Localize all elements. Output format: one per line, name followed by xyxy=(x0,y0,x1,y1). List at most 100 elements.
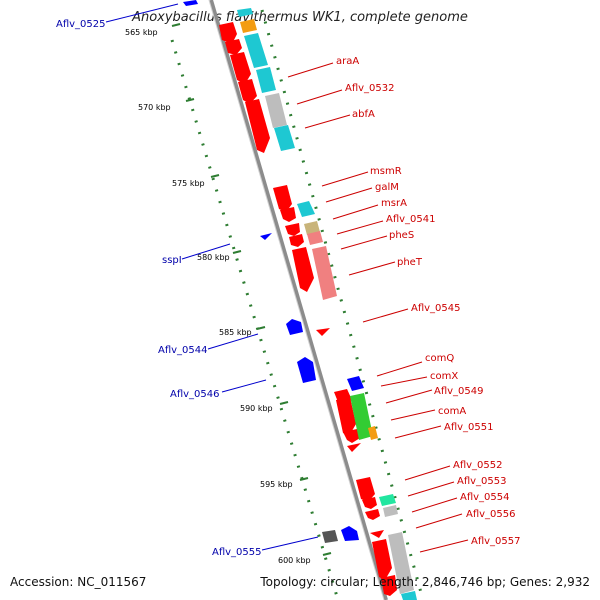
gene-arrow[interactable] xyxy=(343,429,360,443)
gene-arrow[interactable] xyxy=(316,328,330,336)
gene-label[interactable]: Aflv_0551 xyxy=(444,422,494,433)
label-leader xyxy=(105,3,179,23)
tick-group xyxy=(171,23,332,556)
gene-arrow[interactable] xyxy=(362,497,377,509)
gene-arrow[interactable] xyxy=(297,357,316,383)
tick-label: 585 kbp xyxy=(219,328,252,337)
label-leader xyxy=(385,389,433,404)
gene-label[interactable]: Aflv_0546 xyxy=(170,389,220,400)
label-leader xyxy=(221,379,267,393)
gene-arrow[interactable] xyxy=(238,79,257,104)
label-leader xyxy=(419,539,469,553)
gene-label[interactable]: Aflv_0545 xyxy=(411,303,461,314)
gene-arrow[interactable] xyxy=(219,22,237,44)
gene-label[interactable]: msmR xyxy=(370,166,402,177)
gene-label[interactable]: Aflv_0552 xyxy=(453,460,503,471)
track-block xyxy=(244,33,268,68)
gene-label[interactable]: pheT xyxy=(397,257,423,268)
gene-arrow[interactable] xyxy=(347,443,361,452)
label-leader xyxy=(404,465,451,481)
minus-strand-genes xyxy=(183,0,364,543)
gene-label[interactable]: comQ xyxy=(425,353,454,364)
gene-label[interactable]: msrA xyxy=(381,198,407,209)
label-leader xyxy=(340,235,388,250)
track-block xyxy=(240,19,257,33)
tick-label: 575 kbp xyxy=(172,179,205,188)
gene-label[interactable]: Aflv_0555 xyxy=(212,547,262,558)
track-block xyxy=(274,125,295,151)
tick-guide-right xyxy=(260,9,425,600)
tick-label: 590 kbp xyxy=(240,404,273,413)
gene-label[interactable]: sspI xyxy=(162,255,182,266)
gene-arrow[interactable] xyxy=(370,530,384,538)
gene-arrow[interactable] xyxy=(285,223,300,236)
gene-label[interactable]: Aflv_0553 xyxy=(457,476,507,487)
gene-arrow[interactable] xyxy=(245,99,270,153)
gene-label[interactable]: pheS xyxy=(389,230,414,241)
tick-label: 570 kbp xyxy=(138,103,171,112)
genome-summary-text: Topology: circular; Length: 2,846,746 bp… xyxy=(260,575,590,589)
gene-arrow[interactable] xyxy=(341,526,359,541)
track-block xyxy=(401,591,417,600)
track-block xyxy=(304,221,320,235)
gene-arrow[interactable] xyxy=(286,319,303,335)
label-leader xyxy=(394,425,442,439)
gene-label[interactable]: Aflv_0557 xyxy=(471,536,521,547)
gene-label[interactable]: Aflv_0549 xyxy=(434,386,484,397)
tick-label: 580 kbp xyxy=(197,253,230,262)
gene-arrow[interactable] xyxy=(336,397,356,436)
track-block xyxy=(265,93,287,128)
gene-arrow[interactable] xyxy=(273,185,292,212)
tick-mark xyxy=(299,477,309,481)
genome-backbone-highlight xyxy=(208,0,385,600)
gene-arrow[interactable] xyxy=(225,39,242,55)
gene-arrow[interactable] xyxy=(372,539,392,580)
gene-label[interactable]: Aflv_0525 xyxy=(56,19,106,30)
label-leader xyxy=(411,497,458,513)
minus-labels: Aflv_0525 sspI Aflv_0544 Aflv_0546 Aflv_… xyxy=(56,3,319,558)
tick-mark xyxy=(279,401,289,405)
tick-mark xyxy=(210,174,220,178)
gene-label[interactable]: abfA xyxy=(352,109,375,120)
gene-label[interactable]: araA xyxy=(336,56,359,67)
gene-arrow[interactable] xyxy=(230,52,251,84)
gene-label[interactable]: comA xyxy=(438,406,466,417)
track-block xyxy=(368,426,378,440)
gene-arrow[interactable] xyxy=(260,233,272,240)
label-leader xyxy=(325,187,373,203)
gene-label[interactable]: Aflv_0541 xyxy=(386,214,436,225)
track-block xyxy=(307,231,323,245)
label-leader xyxy=(261,536,319,551)
gene-label[interactable]: galM xyxy=(375,182,399,193)
genome-backbone xyxy=(209,0,388,600)
tick-mark xyxy=(232,250,242,254)
gene-arrow[interactable] xyxy=(289,234,304,247)
gene-label[interactable]: Aflv_0556 xyxy=(466,509,516,520)
label-leader xyxy=(348,261,396,276)
gene-label[interactable]: Aflv_0544 xyxy=(158,345,208,356)
label-leader xyxy=(332,204,379,220)
gene-arrow[interactable] xyxy=(183,0,198,6)
gene-arrow[interactable] xyxy=(292,247,314,292)
tick-labels: 565 kbp 570 kbp 575 kbp 580 kbp 585 kbp … xyxy=(125,28,311,565)
gene-label[interactable]: Aflv_0532 xyxy=(345,83,395,94)
gene-arrow[interactable] xyxy=(356,477,375,502)
gene-block xyxy=(322,530,338,543)
gene-label[interactable]: Aflv_0554 xyxy=(460,492,510,503)
track-block xyxy=(256,67,276,93)
label-leader xyxy=(376,361,423,377)
tick-mark xyxy=(322,552,332,556)
gene-label[interactable]: comX xyxy=(430,371,458,382)
gene-arrow[interactable] xyxy=(280,207,296,222)
label-leader xyxy=(390,409,436,421)
label-leader xyxy=(304,114,351,129)
gene-arrow[interactable] xyxy=(365,509,380,520)
gene-arrow[interactable] xyxy=(381,575,397,596)
plus-labels: araA Aflv_0532 abfA msmR galM msrA Aflv_… xyxy=(287,56,521,553)
tick-guide-left xyxy=(170,39,340,600)
tick-mark xyxy=(185,98,195,102)
track-block xyxy=(237,8,253,17)
gene-arrow[interactable] xyxy=(347,376,364,391)
track-block xyxy=(297,201,315,217)
